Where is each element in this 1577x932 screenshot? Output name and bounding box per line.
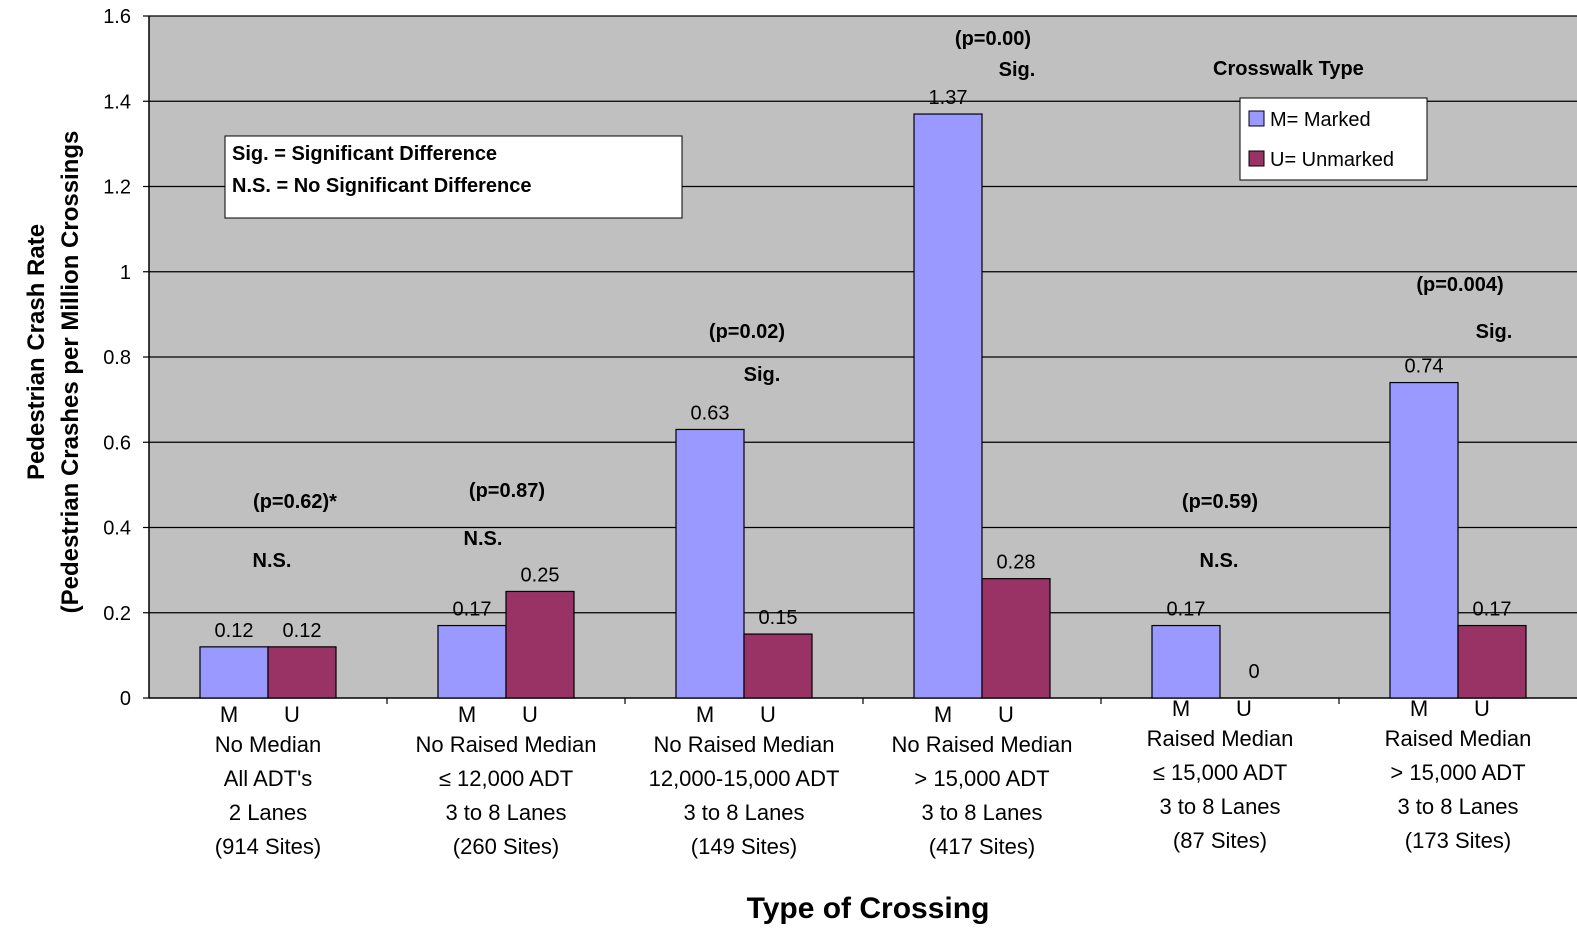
bar (1457, 624, 1527, 699)
subcategory-label: U (522, 702, 538, 727)
category-label: ≤ 12,000 ADT (439, 766, 573, 791)
category-label: 3 to 8 Lanes (1159, 794, 1280, 819)
legend-title: Crosswalk Type (1213, 58, 1364, 80)
y-tick-label: 0.2 (103, 603, 131, 625)
subcategory-label: M (458, 702, 476, 727)
data-label: 0 (1248, 661, 1259, 683)
bar (1389, 381, 1459, 699)
significance-result: Sig. (744, 364, 781, 386)
data-label: 0.17 (453, 599, 492, 621)
data-label: 0.28 (997, 552, 1036, 574)
y-tick-label: 0.6 (103, 432, 131, 454)
data-label: 0.15 (759, 607, 798, 629)
legend-label-marked: M= Marked (1270, 109, 1371, 131)
p-value-annotation: (p=0.00) (955, 28, 1031, 50)
x-axis-title: Type of Crossing (747, 892, 990, 925)
data-label: 1.37 (929, 87, 968, 109)
y-tick-label: 0.4 (103, 518, 131, 540)
category-label: All ADT's (224, 766, 313, 791)
subcategory-label: U (284, 702, 300, 727)
data-labels: 0.12 0.12 0.17 0.25 0.63 0.15 1.37 0.28 0.17 0 0.7… (215, 87, 1512, 683)
note-sig: Sig. = Significant Difference (232, 143, 497, 165)
category-label: (87 Sites) (1173, 828, 1267, 853)
subcategory-label: M (220, 702, 238, 727)
category-label: 12,000-15,000 ADT (649, 766, 840, 791)
data-label: 0.17 (1167, 599, 1206, 621)
bars (199, 113, 1527, 699)
y-tick-label: 1.4 (103, 91, 131, 113)
category-label: (260 Sites) (453, 834, 559, 859)
bar (199, 646, 269, 699)
p-value-annotation: (p=0.004) (1416, 274, 1503, 296)
y-tick-label: 0.8 (103, 347, 131, 369)
data-label: 0.63 (691, 402, 730, 424)
y-tick-label: 0 (120, 688, 131, 710)
y-tick-label: 1.6 (103, 6, 131, 28)
legend-swatch-marked (1248, 110, 1265, 127)
category-labels: M U No Median All ADT's 2 Lanes (914 Sites) M U… (215, 696, 1532, 859)
category-label: > 15,000 ADT (1390, 760, 1525, 785)
legend-box (1239, 97, 1428, 181)
category-label: (914 Sites) (215, 834, 321, 859)
significance-result: N.S. (464, 528, 503, 550)
note-box (224, 135, 683, 219)
legend-swatch-unmarked (1248, 150, 1265, 167)
subcategory-label: M (934, 702, 952, 727)
category-label: ≤ 15,000 ADT (1153, 760, 1287, 785)
data-label: 0.74 (1405, 356, 1444, 378)
p-value-annotation: (p=0.87) (469, 480, 545, 502)
category-label: 3 to 8 Lanes (921, 800, 1042, 825)
data-label: 0.17 (1473, 599, 1512, 621)
significance-result: Sig. (1476, 321, 1513, 343)
bar (981, 578, 1051, 699)
y-tick-label: 1.2 (103, 177, 131, 199)
y-tick-label: 1 (120, 262, 131, 284)
category-label: No Raised Median (892, 732, 1073, 757)
category-label: (173 Sites) (1405, 828, 1511, 853)
subcategory-label: M (1410, 696, 1428, 721)
data-label: 0.12 (283, 620, 322, 642)
p-value-annotation: (p=0.62)* (253, 491, 337, 513)
category-label: (417 Sites) (929, 834, 1035, 859)
category-label: (149 Sites) (691, 834, 797, 859)
legend-label-unmarked: U= Unmarked (1270, 149, 1394, 171)
significance-result: Sig. (999, 59, 1036, 81)
category-label: No Median (215, 732, 321, 757)
data-label: 0.12 (215, 620, 254, 642)
category-label: 3 to 8 Lanes (445, 800, 566, 825)
subcategory-label: U (1474, 696, 1490, 721)
bar (437, 624, 507, 699)
significance-result: N.S. (253, 550, 292, 572)
significance-annotations: (p=0.62)* N.S. (p=0.87) N.S. (p=0.02) Sig. (p=… (253, 28, 1513, 572)
bar (267, 646, 337, 699)
y-axis-title-line1: Pedestrian Crash Rate (23, 224, 50, 480)
bar (1151, 624, 1221, 699)
category-label: No Raised Median (416, 732, 597, 757)
p-value-annotation: (p=0.02) (709, 321, 785, 343)
subcategory-label: M (696, 702, 714, 727)
category-label: No Raised Median (654, 732, 835, 757)
subcategory-label: M (1172, 696, 1190, 721)
y-axis-title-line2: (Pedestrian Crashes per Million Crossing… (57, 131, 84, 614)
bar (675, 428, 745, 699)
category-label: 2 Lanes (229, 800, 307, 825)
category-label: Raised Median (1147, 726, 1294, 751)
note-ns: N.S. = No Significant Difference (232, 175, 532, 197)
data-label: 0.25 (521, 564, 560, 586)
significance-result: N.S. (1200, 550, 1239, 572)
category-label: 3 to 8 Lanes (683, 800, 804, 825)
category-label: 3 to 8 Lanes (1397, 794, 1518, 819)
bar (913, 113, 983, 699)
subcategory-label: U (760, 702, 776, 727)
category-label: Raised Median (1385, 726, 1532, 751)
bar (743, 633, 813, 699)
subcategory-label: U (998, 702, 1014, 727)
subcategory-label: U (1236, 696, 1252, 721)
p-value-annotation: (p=0.59) (1182, 491, 1258, 513)
y-axis-ticks: 0 0.2 0.4 0.6 0.8 1 1.2 1.4 1.6 (103, 6, 149, 710)
category-label: > 15,000 ADT (914, 766, 1049, 791)
bar (505, 590, 575, 699)
